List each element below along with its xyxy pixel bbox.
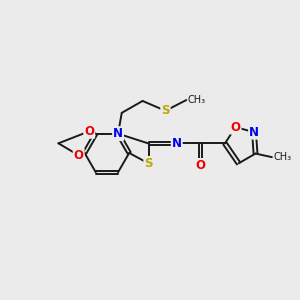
Text: O: O	[196, 159, 206, 172]
Text: CH₃: CH₃	[274, 152, 292, 162]
Text: O: O	[74, 149, 84, 162]
Text: O: O	[231, 121, 241, 134]
Text: S: S	[144, 157, 153, 170]
Text: N: N	[249, 126, 259, 139]
Text: N: N	[113, 127, 123, 140]
Text: CH₃: CH₃	[188, 95, 206, 105]
Text: N: N	[172, 137, 182, 150]
Text: O: O	[84, 125, 94, 138]
Text: S: S	[161, 104, 170, 117]
